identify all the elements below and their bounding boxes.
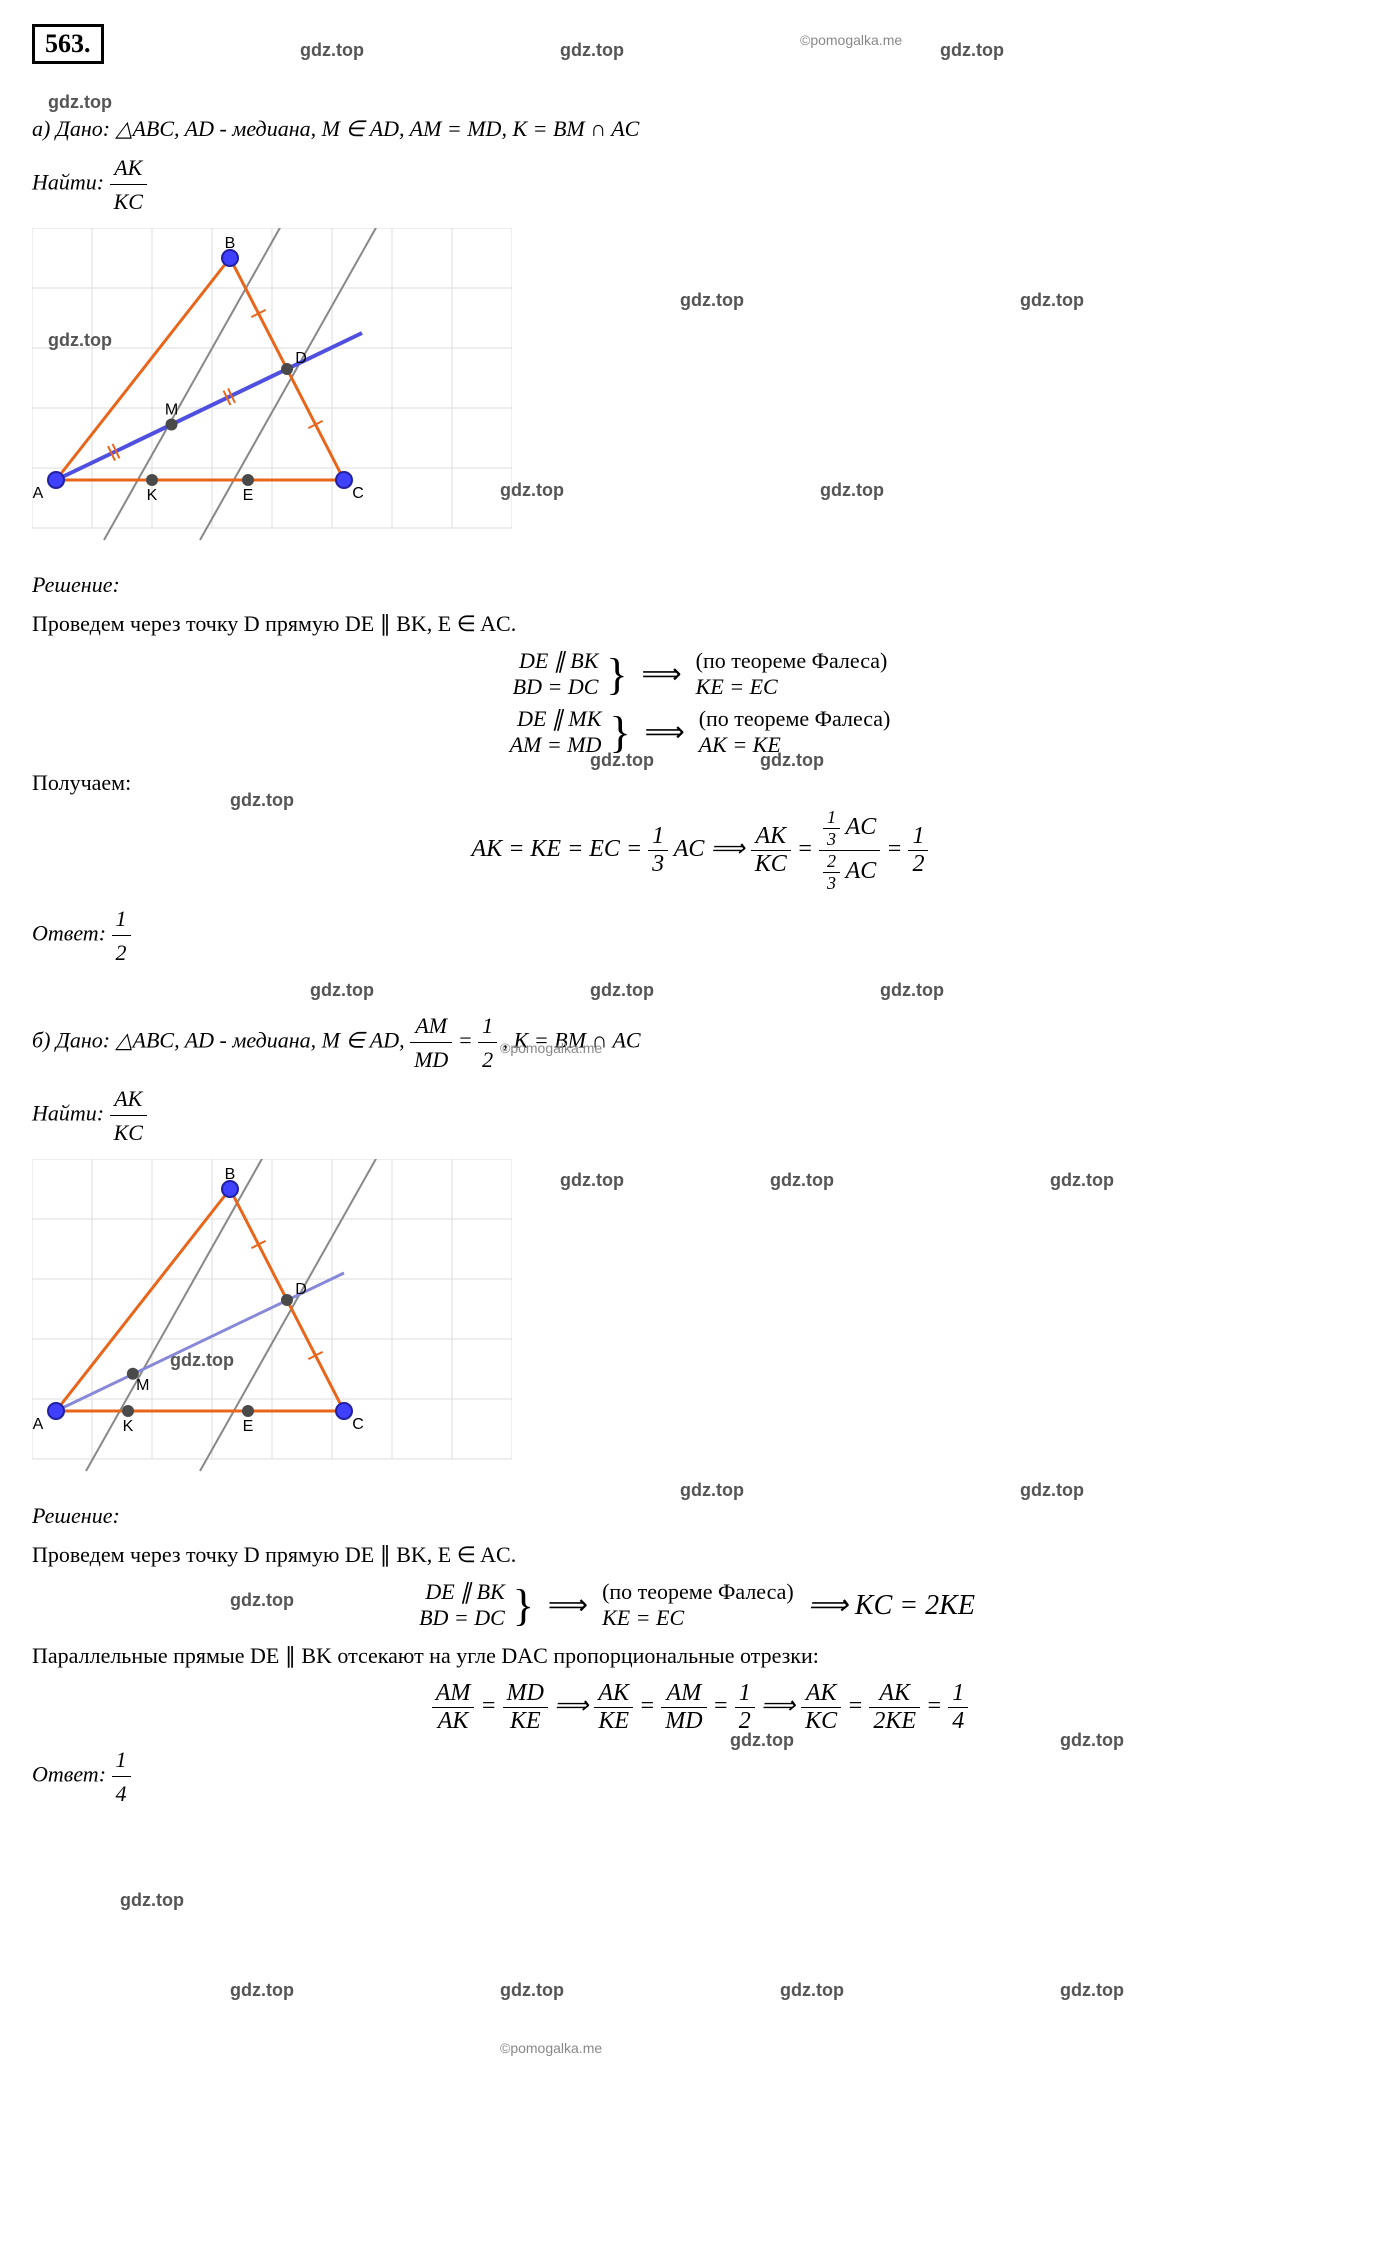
eq-part: = bbox=[797, 836, 819, 862]
find-label: Найти: bbox=[32, 170, 104, 195]
watermark: gdz.top bbox=[230, 1980, 294, 2001]
part-b-find: Найти: AK KC bbox=[32, 1082, 1368, 1149]
frac-den: 2 bbox=[112, 936, 131, 969]
answer-label: Ответ: bbox=[32, 921, 106, 946]
copyright-watermark: ©pomogalka.me bbox=[800, 32, 902, 48]
svg-text:B: B bbox=[225, 1166, 236, 1183]
frac-num: AM bbox=[410, 1009, 452, 1043]
deriv-result: AK = KE bbox=[699, 732, 891, 758]
svg-text:C: C bbox=[352, 1416, 364, 1433]
svg-text:K: K bbox=[123, 1418, 134, 1435]
deriv-result: KE = EC bbox=[696, 674, 888, 700]
svg-text:M: M bbox=[165, 402, 178, 419]
deriv-label: (по теореме Фалеса) bbox=[696, 648, 888, 674]
deriv-label: (по теореме Фалеса) bbox=[602, 1579, 794, 1605]
frac-den: KC bbox=[110, 1116, 147, 1149]
deriv-row: DE ∥ BK bbox=[419, 1579, 505, 1605]
solution-intro-a: Проведем через точку D прямую DE ∥ BK, E… bbox=[32, 607, 1368, 640]
svg-text:E: E bbox=[243, 1418, 254, 1435]
given-post: = bbox=[458, 1028, 478, 1053]
frac-den: KC bbox=[110, 185, 147, 218]
deriv-row: BD = DC bbox=[513, 674, 599, 700]
solution-intro-b: Проведем через точку D прямую DE ∥ BK, E… bbox=[32, 1538, 1368, 1571]
answer-a: Ответ: 1 2 bbox=[32, 902, 1368, 969]
derivation-b: DE ∥ BK BD = DC } ⟹ (по теореме Фалеса) … bbox=[32, 1579, 1368, 1631]
frac-num: 1 bbox=[112, 1743, 131, 1777]
answer-b: Ответ: 1 4 bbox=[32, 1743, 1368, 1810]
eq-part: = bbox=[886, 836, 908, 862]
svg-text:D: D bbox=[295, 1281, 307, 1298]
frac-num: 1 bbox=[112, 902, 131, 936]
watermark: gdz.top bbox=[590, 980, 654, 1001]
given-pre: △ABC, AD - медиана, M ∈ AD, bbox=[116, 1028, 405, 1053]
solution-label-a: Решение: bbox=[32, 568, 1368, 601]
watermark: gdz.top bbox=[300, 40, 364, 61]
deriv-row: BD = DC bbox=[419, 1605, 505, 1631]
frac-den: MD bbox=[410, 1043, 452, 1076]
given-post2: , K = BM ∩ AC bbox=[503, 1028, 641, 1053]
find-frac: AK KC bbox=[110, 1082, 147, 1149]
given-text: △ABC, AD - медиана, M ∈ AD, AM = MD, K =… bbox=[116, 116, 640, 141]
eq-part: AC ⟹ bbox=[674, 836, 751, 862]
watermark: gdz.top bbox=[780, 1980, 844, 2001]
eq-part: AK = KE = EC = bbox=[472, 836, 649, 862]
svg-text:D: D bbox=[295, 350, 307, 367]
deriv-label: (по теореме Фалеса) bbox=[699, 706, 891, 732]
watermark: gdz.top bbox=[1060, 1980, 1124, 2001]
given-label: б) Дано: bbox=[32, 1028, 110, 1053]
find-frac: AK KC bbox=[110, 151, 147, 218]
svg-text:C: C bbox=[352, 485, 364, 502]
svg-text:K: K bbox=[147, 487, 158, 504]
find-label: Найти: bbox=[32, 1101, 104, 1126]
conclusion-label-a: Получаем: bbox=[32, 766, 1368, 799]
svg-text:A: A bbox=[33, 1416, 44, 1433]
watermark: gdz.top bbox=[120, 1890, 184, 1911]
svg-text:B: B bbox=[225, 235, 236, 252]
frac-num: AK bbox=[110, 151, 147, 185]
deriv-final: ⟹ KC = 2KE bbox=[808, 1588, 975, 1622]
given-label: а) Дано: bbox=[32, 116, 110, 141]
frac-num: AK bbox=[110, 1082, 147, 1116]
diagram-svg: A B C D M K E bbox=[32, 228, 512, 558]
deriv-row: DE ∥ BK bbox=[513, 648, 599, 674]
watermark: gdz.top bbox=[880, 980, 944, 1001]
watermark: gdz.top bbox=[560, 40, 624, 61]
solution-intro-text: Проведем через точку D прямую DE ∥ BK, E… bbox=[32, 1542, 516, 1567]
solution-label-b: Решение: bbox=[32, 1499, 1368, 1532]
svg-text:E: E bbox=[243, 487, 254, 504]
solution-intro-text: Проведем через точку D прямую DE ∥ BK, E… bbox=[32, 611, 516, 636]
problem-number: 563. bbox=[32, 24, 104, 64]
svg-text:M: M bbox=[136, 1377, 149, 1394]
diagram-b: A B C D M K E bbox=[32, 1159, 1368, 1489]
part-a-find: Найти: AK KC bbox=[32, 151, 1368, 218]
watermark: gdz.top bbox=[940, 40, 1004, 61]
deriv-result: KE = EC bbox=[602, 1605, 794, 1631]
diagram-svg: A B C D M K E bbox=[32, 1159, 512, 1489]
watermark: gdz.top bbox=[310, 980, 374, 1001]
deriv-row: DE ∥ MK bbox=[510, 706, 602, 732]
watermark: gdz.top bbox=[48, 92, 112, 113]
diagram-a: A B C D M K E bbox=[32, 228, 1368, 558]
chain-b: AMAK = MDKE ⟹ AKKE = AMMD = 12 ⟹ AKKC = … bbox=[32, 1680, 1368, 1735]
conclusion-eq-a: AK = KE = EC = 13 AC ⟹ AKKC = 13 AC 23 A… bbox=[32, 807, 1368, 894]
svg-text:A: A bbox=[33, 485, 44, 502]
derivation-a: DE ∥ BK BD = DC } ⟹ (по теореме Фалеса) … bbox=[32, 648, 1368, 758]
given-frac: AM MD bbox=[410, 1009, 452, 1076]
watermark: gdz.top bbox=[500, 1980, 564, 2001]
deriv-row: AM = MD bbox=[510, 732, 602, 758]
parallel-text-b: Параллельные прямые DE ∥ BK отсекают на … bbox=[32, 1639, 1368, 1672]
part-a-given: а) Дано: △ABC, AD - медиана, M ∈ AD, AM … bbox=[32, 112, 1368, 145]
answer-label: Ответ: bbox=[32, 1762, 106, 1787]
frac-den: 4 bbox=[112, 1777, 131, 1810]
copyright-watermark: ©pomogalka.me bbox=[500, 2040, 602, 2056]
part-b-given: б) Дано: △ABC, AD - медиана, M ∈ AD, AM … bbox=[32, 1009, 1368, 1076]
